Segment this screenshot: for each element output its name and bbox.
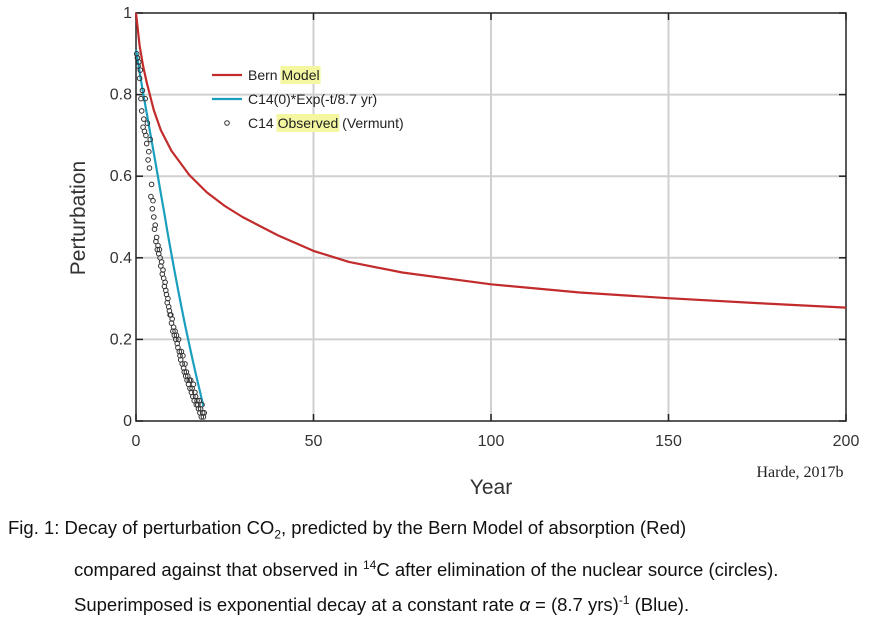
c14-observed-legend-swatch [224, 120, 230, 126]
c14-observed-point [152, 222, 158, 228]
c14-observed-point [151, 226, 158, 232]
exp-fit-legend-label: C14(0)*Exp(-t/8.7 yr) [248, 91, 377, 107]
caption-text: (Blue). [629, 594, 690, 615]
legend-text: C14(0)*Exp(-t/8.7 yr) [248, 91, 377, 107]
x-tick-label: 50 [305, 433, 323, 450]
c14-observed-point [144, 120, 151, 126]
legend-highlighted-word: Observed [278, 115, 339, 131]
c14-observed-point [190, 381, 197, 388]
c14-observed-point [158, 259, 165, 265]
c14-observed-point [180, 352, 186, 359]
c14-observed-point [149, 206, 156, 212]
axis-ticks: 0 50 100 150 200 0 0.2 0.4 0.6 0.8 1 [110, 5, 860, 450]
data-series [133, 12, 847, 420]
y-tick-label: 0.4 [110, 250, 132, 267]
legend-highlight [276, 114, 340, 132]
caption-text: C after elimination of the nuclear sourc… [376, 558, 779, 580]
c14-observed-point [160, 267, 166, 273]
x-axis-label: Year [470, 476, 512, 499]
c14-observed-point [139, 87, 146, 94]
c14-observed-point [165, 295, 171, 302]
c14-observed-point [146, 165, 153, 171]
c14-observed-point [156, 246, 163, 253]
x-tick-label: 0 [132, 433, 141, 450]
c14-observed-point [143, 132, 149, 139]
y-tick-label: 0.6 [110, 168, 132, 185]
c14-observed-point [182, 361, 188, 367]
c14-observed-point [136, 59, 142, 65]
exp-fit-line [134, 49, 205, 407]
c14-observed-point [150, 197, 156, 204]
legend-text: C14 [248, 115, 278, 131]
caption-text: = (8.7 yrs) [529, 594, 619, 615]
c14-observed-point [196, 397, 202, 404]
c14-observed-point [146, 148, 152, 155]
c14-observed-point [135, 63, 141, 69]
legend-highlighted-word: Model [281, 67, 319, 83]
caption-alpha-symbol: α [519, 594, 530, 615]
c14-observed-point [199, 401, 205, 408]
c14-observed-point [151, 214, 157, 220]
c14-observed-point [147, 136, 153, 143]
c14-observed-point [145, 157, 151, 163]
caption-line-1: Fig. 1: Decay of perturbation CO2, predi… [8, 513, 873, 550]
c14-observed-point [148, 181, 155, 188]
c14-observed-point [136, 75, 143, 82]
c14-observed-point [169, 316, 175, 322]
c14-observed-point [137, 67, 144, 73]
c14-observed-point [143, 140, 150, 147]
grid-lines [136, 13, 846, 421]
caption-subscript: 2 [274, 527, 282, 542]
x-tick-label: 150 [655, 433, 682, 450]
c14-observed-point [141, 116, 147, 122]
c14-observed-point [153, 234, 160, 241]
legend-text: Bern [248, 67, 281, 83]
caption-superscript: 14 [362, 557, 377, 572]
y-tick-label: 0 [123, 413, 132, 430]
y-tick-label: 1 [123, 5, 132, 22]
legend-highlight [280, 66, 321, 84]
caption-line-2: compared against that observed in 14C af… [8, 550, 873, 585]
y-axis-label: Perturbation [67, 161, 90, 275]
figure-caption: Fig. 1: Decay of perturbation CO2, predi… [8, 513, 873, 620]
credit-annotation: Harde, 2017b [756, 464, 843, 481]
c14-observed-legend-label: C14 Observed (Vermunt) [248, 115, 404, 131]
caption-text: Fig. 1: Decay of perturbation CO [8, 517, 275, 538]
caption-text: compared against that observed in [74, 558, 363, 580]
caption-text: , predicted by the Bern Model of absorpt… [281, 517, 687, 538]
y-tick-label: 0.8 [110, 87, 132, 104]
c14-observed-point [175, 336, 182, 343]
x-tick-label: 200 [833, 433, 860, 450]
legend-text: (Vermunt) [338, 115, 403, 131]
y-tick-label: 0.2 [110, 331, 132, 348]
caption-superscript: -1 [618, 592, 630, 607]
c14-observed-point [162, 279, 168, 286]
legend: Bern Model C14(0)*Exp(-t/8.7 yr) C14 Obser… [212, 66, 404, 132]
c14-observed-point [138, 108, 145, 114]
bern-model-legend-label: Bern Model [248, 67, 320, 83]
c14-observed-point [142, 95, 148, 102]
c14-observed-point [201, 410, 207, 416]
c14-observed-point [165, 304, 172, 310]
x-tick-label: 100 [478, 433, 505, 450]
c14-observed-point [187, 377, 194, 384]
caption-text: Superimposed is exponential decay at a c… [74, 594, 520, 615]
caption-line-3: Superimposed is exponential decay at a c… [8, 585, 873, 620]
bern-model-line [134, 12, 847, 309]
